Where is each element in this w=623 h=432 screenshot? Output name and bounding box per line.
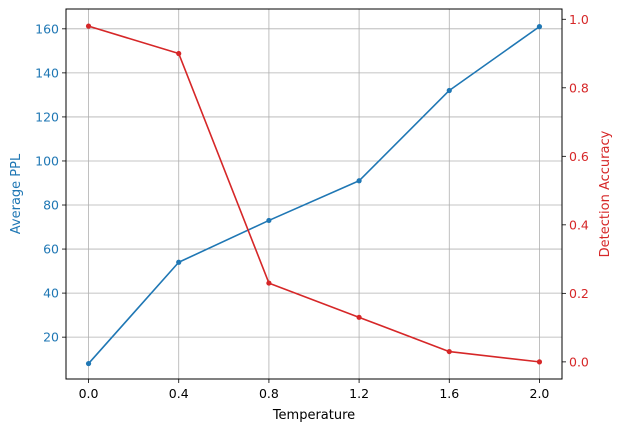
left-y-axis-label: Average PPL xyxy=(9,153,24,234)
data-point xyxy=(536,359,543,365)
x-tick-label: 0.4 xyxy=(169,386,189,401)
data-point xyxy=(85,23,92,29)
data-point xyxy=(356,178,362,184)
grid-lines xyxy=(66,9,562,379)
left-y-tick-label: 20 xyxy=(43,330,59,345)
x-axis: 0.0 0.4 0.8 1.2 1.6 2.0 xyxy=(79,379,550,401)
series-layer xyxy=(85,23,543,367)
data-point xyxy=(176,259,182,265)
right-y-tick-label: 0.2 xyxy=(569,286,589,301)
right-y-axis-label: Detection Accuracy xyxy=(598,130,613,257)
left-y-tick-label: 80 xyxy=(43,198,59,213)
data-point xyxy=(356,314,362,320)
right-y-tick-label: 1.0 xyxy=(569,12,589,27)
average-ppl-series xyxy=(85,24,543,367)
right-y-axis: 0.0 0.2 0.4 0.6 0.8 1.0 xyxy=(562,12,589,369)
left-y-tick-label: 120 xyxy=(35,109,59,124)
right-y-tick-label: 0.0 xyxy=(569,354,589,369)
left-y-tick-label: 60 xyxy=(43,242,59,257)
x-axis-label: Temperature xyxy=(272,408,355,423)
x-tick-label: 2.0 xyxy=(530,386,550,401)
x-tick-label: 0.0 xyxy=(79,386,99,401)
left-y-axis: 20 40 60 80 100 120 140 160 xyxy=(35,21,66,345)
right-y-tick-label: 0.4 xyxy=(569,217,589,232)
data-point xyxy=(446,87,452,94)
detection-accuracy-series xyxy=(85,23,543,365)
x-tick-label: 0.8 xyxy=(259,386,279,401)
data-point xyxy=(446,348,452,355)
left-y-tick-label: 100 xyxy=(35,153,59,168)
x-tick-label: 1.2 xyxy=(349,386,369,401)
x-tick-label: 1.6 xyxy=(439,386,459,401)
data-point xyxy=(85,360,92,367)
right-y-tick-label: 0.8 xyxy=(569,80,589,95)
data-point xyxy=(266,280,272,286)
data-point xyxy=(266,217,272,224)
plot-frame xyxy=(65,8,563,380)
left-y-tick-label: 160 xyxy=(35,21,59,36)
left-y-tick-label: 140 xyxy=(35,65,59,80)
right-y-tick-label: 0.6 xyxy=(569,149,589,164)
series-line xyxy=(87,25,540,365)
left-y-tick-label: 40 xyxy=(43,286,59,301)
series-line xyxy=(88,25,540,363)
data-point xyxy=(176,50,182,57)
data-point xyxy=(536,24,543,30)
